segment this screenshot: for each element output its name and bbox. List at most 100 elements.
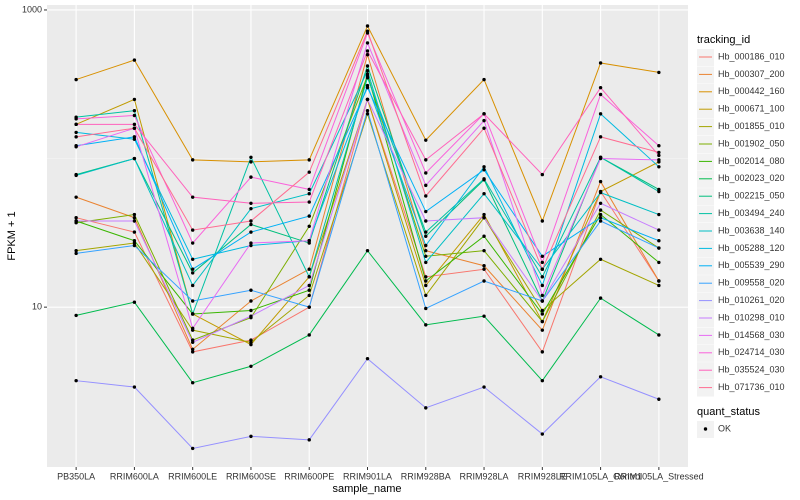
legend-label: Hb_005288_120 [718,243,785,253]
legend-title: tracking_id [697,34,750,46]
data-point [307,293,311,298]
data-point [190,158,195,162]
data-point [540,172,545,177]
data-point [249,230,253,234]
data-point [74,135,78,139]
legend-label: Hb_003494_240 [718,208,785,218]
data-point [482,212,486,217]
data-point [307,275,311,279]
data-point [657,165,661,169]
data-point [424,275,428,279]
data-point [424,234,428,238]
data-point [365,356,370,361]
legend-label: Hb_002023_020 [718,173,785,183]
data-point [482,168,486,172]
data-point [74,122,78,127]
data-point [598,201,603,205]
data-point [482,279,486,283]
data-point [365,248,370,253]
data-point [249,314,253,318]
data-point [482,165,486,169]
data-point [132,108,137,113]
data-point [74,195,78,199]
data-point [424,158,428,162]
y-tick-label: 10 [32,302,42,312]
legend-label: Hb_000307_200 [718,69,785,79]
data-point [598,156,603,161]
data-point [190,257,195,261]
data-point [657,150,661,155]
data-point [249,308,253,313]
data-point [365,49,370,53]
data-point [482,215,486,220]
data-point [657,70,661,75]
data-point [540,293,545,298]
data-point [657,260,661,265]
data-point [249,288,253,292]
data-point [365,69,370,73]
data-point [307,241,311,245]
data-point [424,248,428,253]
data-point [190,283,195,288]
data-point [249,241,253,245]
data-point [482,126,486,130]
data-point [424,209,428,214]
data-point [657,153,661,158]
data-point [598,219,603,223]
data-point [598,112,603,116]
x-tick-label: PB350LA [57,471,95,481]
data-point [132,135,137,139]
legend-title: quant_status [697,406,760,418]
data-point [598,208,603,212]
legend-label: Hb_001855_010 [718,121,785,131]
data-point [424,138,428,142]
data-point [74,219,78,223]
data-point [365,29,370,33]
legend-label: OK [718,423,731,433]
data-point [482,234,486,238]
data-point [190,271,195,275]
data-point [424,306,428,311]
data-point [424,283,428,288]
x-tick-label: RRIM600PE [284,471,334,481]
data-point [132,137,137,141]
data-point [657,283,661,288]
data-point [74,77,78,82]
data-point [190,312,195,316]
data-point [249,364,253,368]
data-point [132,300,137,304]
data-point [307,192,311,196]
data-point [598,375,603,379]
data-point [540,267,545,271]
data-point [424,406,428,410]
x-tick-label: RRIM600LE [168,471,217,481]
data-point [190,195,195,199]
data-point [598,179,603,184]
legend-label: Hb_000186_010 [718,51,785,61]
data-point [190,299,195,303]
data-point [365,112,370,116]
x-tick-label: RRIM928LE [518,471,567,481]
data-point [657,212,661,217]
data-point [132,215,137,220]
data-point [598,92,603,97]
data-point [365,72,370,76]
legend-label: Hb_010298_010 [718,312,785,322]
data-point [132,126,137,130]
legend-key [703,427,708,431]
legend-label: Hb_009558_020 [718,278,785,288]
data-point [657,239,661,243]
legend-label: Hb_010261_020 [718,295,785,305]
data-point [657,144,661,148]
data-point [249,222,253,227]
data-point [132,385,137,389]
data-point [307,187,311,192]
data-point [307,170,311,174]
data-point [307,267,311,271]
x-tick-label: RRIM928LA [460,471,509,481]
data-point [657,333,661,337]
y-axis-title: FPKM + 1 [6,211,18,260]
data-point [365,24,370,28]
data-point [598,296,603,300]
